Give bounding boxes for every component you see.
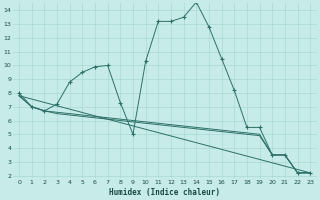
X-axis label: Humidex (Indice chaleur): Humidex (Indice chaleur) bbox=[109, 188, 220, 197]
